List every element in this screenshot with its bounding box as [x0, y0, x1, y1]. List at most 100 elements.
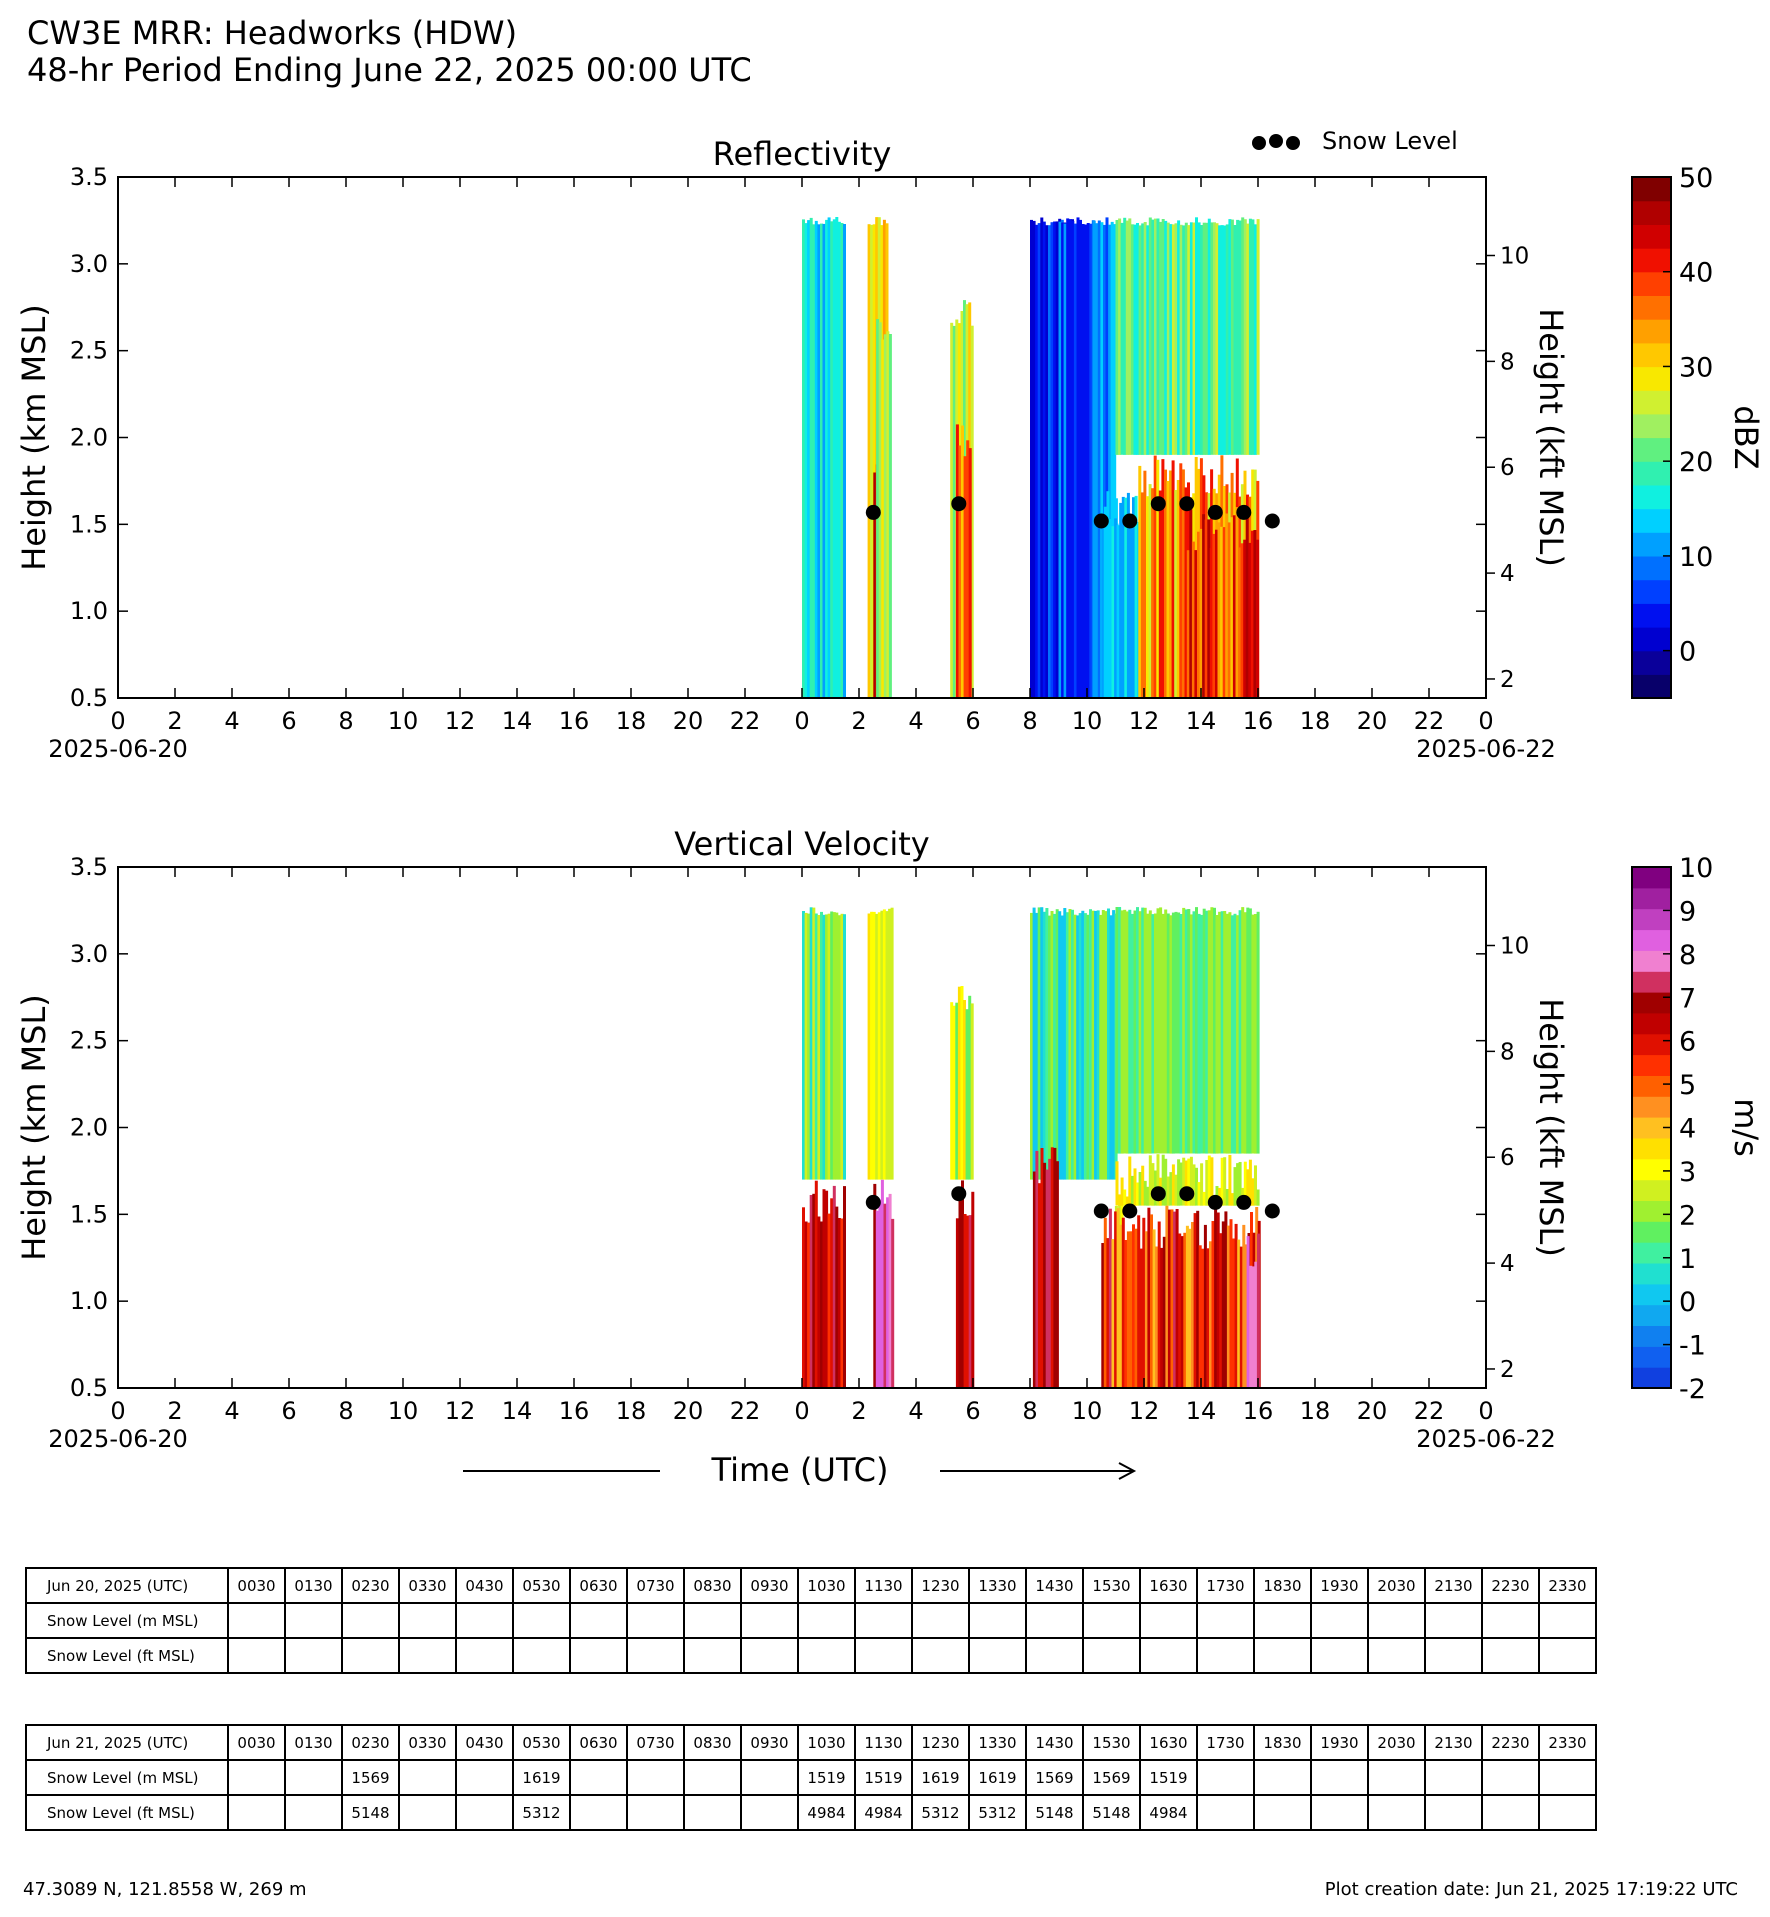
x-tick-label: 22 [1414, 1397, 1445, 1425]
echo-column [1233, 1167, 1237, 1206]
snow-level-point [951, 1186, 967, 1202]
table-time-cell: 0730 [626, 1567, 685, 1604]
echo-column [1240, 543, 1244, 698]
echo-column [1143, 1180, 1147, 1206]
echo-column [807, 913, 811, 1180]
x-tick-label: 0 [110, 1397, 125, 1425]
table-value-cell [1367, 1602, 1426, 1639]
echo-column [1195, 907, 1198, 1154]
echo-column [1156, 1154, 1160, 1206]
table-time-cell: 1430 [1025, 1724, 1084, 1761]
table-row: Snow Level (ft MSL) [25, 1637, 1597, 1674]
table-date-label: Jun 21, 2025 (UTC) [25, 1724, 229, 1761]
echo-column [1166, 913, 1170, 1154]
echo-column [1141, 907, 1145, 1154]
echo-column [1114, 1211, 1118, 1388]
echo-column [1211, 1221, 1215, 1388]
echo-column [1139, 1248, 1143, 1388]
table-row-label: Snow Level (ft MSL) [25, 1794, 229, 1831]
snow-level-point [1264, 513, 1280, 529]
echo-column [1246, 1236, 1250, 1388]
echo-column [1189, 222, 1193, 455]
echo-column [1179, 224, 1183, 455]
colorbar-swatch [1632, 603, 1671, 628]
table-value-cell [569, 1637, 628, 1674]
table-time-cell: 1530 [1082, 1567, 1141, 1604]
colorbar-swatch [1632, 1012, 1671, 1035]
echo-column [1167, 1209, 1171, 1388]
colorbar-swatch [1632, 366, 1671, 391]
echo-column [961, 1180, 964, 1388]
echo-column [1141, 1165, 1145, 1206]
y-axis-label: Height (km MSL) [15, 304, 53, 571]
echo-column [1243, 1161, 1247, 1206]
table-time-cell: 0930 [740, 1724, 799, 1761]
table-value-cell [1253, 1759, 1312, 1796]
echo-column [1053, 913, 1057, 1180]
colorbar-tick-label: 30 [1679, 352, 1713, 383]
table-date-label: Jun 20, 2025 (UTC) [25, 1567, 229, 1604]
echo-column [961, 425, 964, 698]
echo-column [1204, 519, 1208, 698]
table-value-cell [740, 1794, 799, 1831]
echo-column [1207, 218, 1211, 455]
echo-column [891, 1218, 895, 1388]
table-row: Snow Level (m MSL) [25, 1602, 1597, 1639]
echo-column [1129, 519, 1133, 698]
echo-column [1081, 910, 1085, 1180]
echo-column [802, 1207, 805, 1388]
echo-column [1068, 219, 1072, 698]
echo-column [968, 995, 972, 1180]
echo-column [1177, 1159, 1181, 1206]
echo-column [1133, 1168, 1137, 1206]
table-value-cell [455, 1759, 514, 1796]
y-tick-label: 2.5 [70, 1027, 108, 1055]
echo-column [1236, 915, 1240, 1154]
echo-column [1125, 1196, 1129, 1206]
table-value-cell [284, 1794, 343, 1831]
echo-column [1134, 1228, 1138, 1388]
station-location: 47.3089 N, 121.8558 W, 269 m [23, 1879, 307, 1900]
echo-column [957, 986, 961, 1180]
echo-column [1151, 488, 1155, 698]
echo-column [835, 912, 839, 1180]
echo-column [1230, 915, 1234, 1154]
echo-column [840, 1218, 844, 1388]
snow-level-point [951, 496, 967, 512]
x-tick-label: 10 [388, 707, 419, 735]
echo-column [1111, 526, 1115, 698]
x-tick-label: 6 [281, 1397, 296, 1425]
echo-column [1158, 490, 1162, 698]
echo-column [1035, 1150, 1039, 1388]
y-tick-label: 1.0 [70, 597, 108, 625]
snow-level-point [865, 1194, 881, 1210]
echo-column [1032, 220, 1036, 698]
echo-column [1221, 1221, 1225, 1388]
echo-column [843, 224, 846, 698]
echo-column [1037, 223, 1041, 698]
table-time-cell: 1130 [854, 1724, 913, 1761]
echo-column [814, 1180, 818, 1388]
table-value-cell [1481, 1759, 1540, 1796]
x-tick-label: 0 [110, 707, 125, 735]
echo-column [1164, 909, 1168, 1154]
echo-column [1035, 912, 1039, 1180]
echo-column [1242, 1224, 1246, 1388]
echo-column [1146, 1186, 1150, 1206]
echo-column [1209, 1241, 1212, 1388]
echo-column [872, 224, 876, 699]
echo-column [1042, 911, 1046, 1180]
echo-column [870, 911, 874, 1180]
table-value-cell [683, 1794, 742, 1831]
echo-column [1251, 1266, 1255, 1388]
table-time-cell: 2230 [1481, 1567, 1540, 1604]
y-tick-label: 3.5 [70, 163, 108, 191]
x-tick-label: 8 [338, 1397, 353, 1425]
x-tick-label: 4 [908, 707, 923, 735]
echo-column [1194, 550, 1198, 698]
y-tick-label: 0.5 [70, 684, 108, 712]
echo-column [1161, 459, 1165, 698]
echo-column [1171, 912, 1175, 1154]
table-value-cell [1424, 1637, 1483, 1674]
echo-column [1123, 217, 1127, 455]
